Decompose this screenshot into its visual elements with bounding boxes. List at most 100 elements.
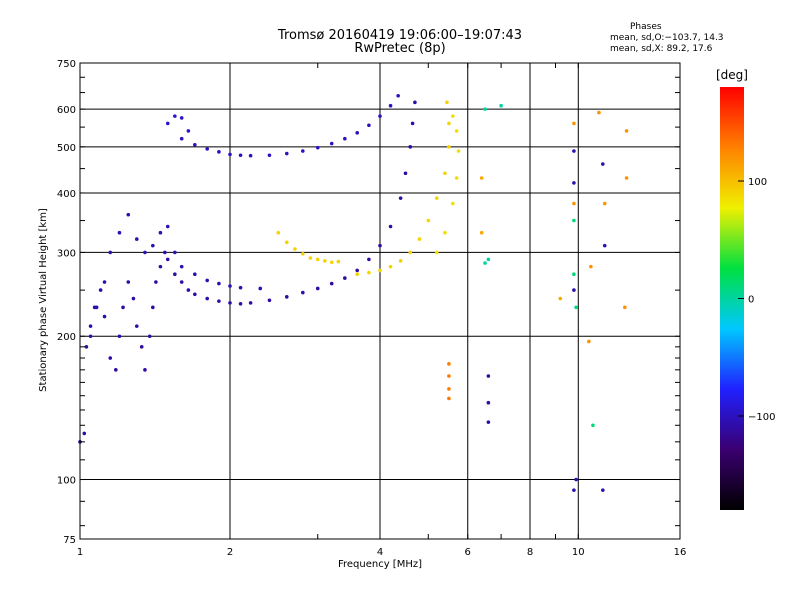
echo-point: [486, 257, 491, 262]
echo-point: [355, 272, 359, 277]
echo-point: [117, 334, 122, 339]
echo-point: [258, 286, 263, 291]
echo-point: [82, 431, 87, 436]
echo-point: [483, 107, 487, 111]
echo-point: [179, 264, 184, 269]
echo-point: [121, 305, 125, 310]
x-tick-label: 2: [227, 547, 233, 558]
echo-point: [413, 100, 417, 105]
echo-point: [367, 257, 371, 262]
echo-point: [355, 268, 359, 273]
echo-point: [572, 149, 576, 153]
echo-point: [193, 272, 197, 277]
echo-point: [179, 280, 184, 284]
echo-point: [601, 488, 605, 492]
echo-point: [165, 121, 170, 126]
echo-point: [445, 100, 449, 105]
echo-point: [165, 224, 170, 229]
echo-point: [499, 103, 503, 108]
echo-point: [117, 230, 122, 235]
echo-point: [443, 230, 447, 235]
echo-point: [228, 284, 232, 288]
echo-point: [486, 420, 491, 424]
stats-title: Phases: [630, 22, 662, 32]
echo-point: [276, 230, 281, 235]
echo-point: [602, 201, 607, 206]
echo-point: [126, 280, 131, 284]
echo-point: [158, 230, 163, 235]
echo-point: [451, 114, 455, 118]
echo-point: [301, 252, 305, 256]
echo-point: [248, 301, 253, 305]
echo-point: [84, 345, 89, 349]
echo-point: [336, 259, 341, 264]
echo-point: [479, 176, 484, 180]
echo-point: [163, 250, 167, 255]
echo-point: [173, 114, 177, 118]
echo-point: [574, 305, 578, 310]
echo-point: [454, 129, 459, 133]
echo-point: [601, 162, 605, 166]
echo-point: [267, 298, 272, 303]
echo-point: [126, 212, 131, 217]
y-axis-ticks: 75 100 200 300 400 500 600 750: [57, 59, 680, 546]
echo-point: [217, 281, 221, 286]
colorbar-tick-label: 100: [748, 177, 767, 188]
chart-title: Tromsø 20160419 19:06:00–19:07:43: [277, 28, 523, 43]
echo-point: [158, 264, 163, 269]
echo-point: [173, 272, 177, 277]
y-tick-label: 400: [57, 189, 76, 200]
colorbar-unit-label: [deg]: [716, 68, 748, 82]
y-axis-label: Stationary phase Virtual Height [km]: [38, 208, 49, 392]
echo-point: [134, 237, 139, 241]
echo-point: [134, 324, 139, 328]
echo-point: [308, 256, 313, 260]
echo-point: [238, 153, 243, 158]
echo-point: [114, 368, 118, 372]
echo-point: [186, 288, 191, 292]
echo-point: [572, 288, 576, 292]
echo-point: [355, 131, 359, 135]
echo-point: [228, 301, 232, 305]
echo-point: [378, 114, 382, 118]
echo-point: [388, 264, 393, 269]
echo-point: [248, 153, 253, 158]
x-tick-label: 6: [465, 547, 471, 558]
stats-o-mode: mean, sd,O:−103.7, 14.3: [610, 33, 724, 43]
echo-point: [574, 477, 578, 482]
y-tick-label: 500: [57, 143, 76, 154]
echo-point: [623, 305, 627, 310]
echo-point: [572, 218, 576, 223]
echo-point: [205, 278, 209, 283]
echo-point: [587, 339, 591, 344]
echo-point: [151, 305, 155, 310]
echo-point: [151, 243, 155, 248]
echo-point: [147, 334, 152, 339]
echo-point: [315, 257, 320, 262]
echo-point: [447, 121, 451, 126]
colorbar-ticks: 100 0 −100: [738, 177, 775, 423]
echo-point: [154, 280, 158, 284]
colorbar-tick-label: 0: [748, 295, 754, 306]
echo-point: [408, 145, 413, 149]
echo-point: [572, 272, 576, 277]
x-tick-label: 8: [527, 547, 533, 558]
echo-point: [139, 345, 144, 349]
echo-point: [293, 247, 297, 251]
stats-x-mode: mean, sd,X: 89.2, 17.6: [610, 44, 713, 54]
echo-point: [88, 324, 93, 328]
echo-point: [378, 268, 382, 273]
echo-point: [301, 290, 305, 295]
echo-point: [205, 296, 209, 301]
echo-point: [426, 218, 431, 223]
x-tick-label: 10: [572, 547, 585, 558]
echo-point: [301, 149, 305, 153]
echo-point: [217, 150, 221, 154]
echo-point: [434, 196, 439, 200]
echo-point: [388, 224, 393, 229]
echo-point: [403, 171, 408, 176]
echo-point: [284, 295, 289, 299]
echo-point: [558, 296, 563, 301]
echo-point: [443, 171, 447, 176]
